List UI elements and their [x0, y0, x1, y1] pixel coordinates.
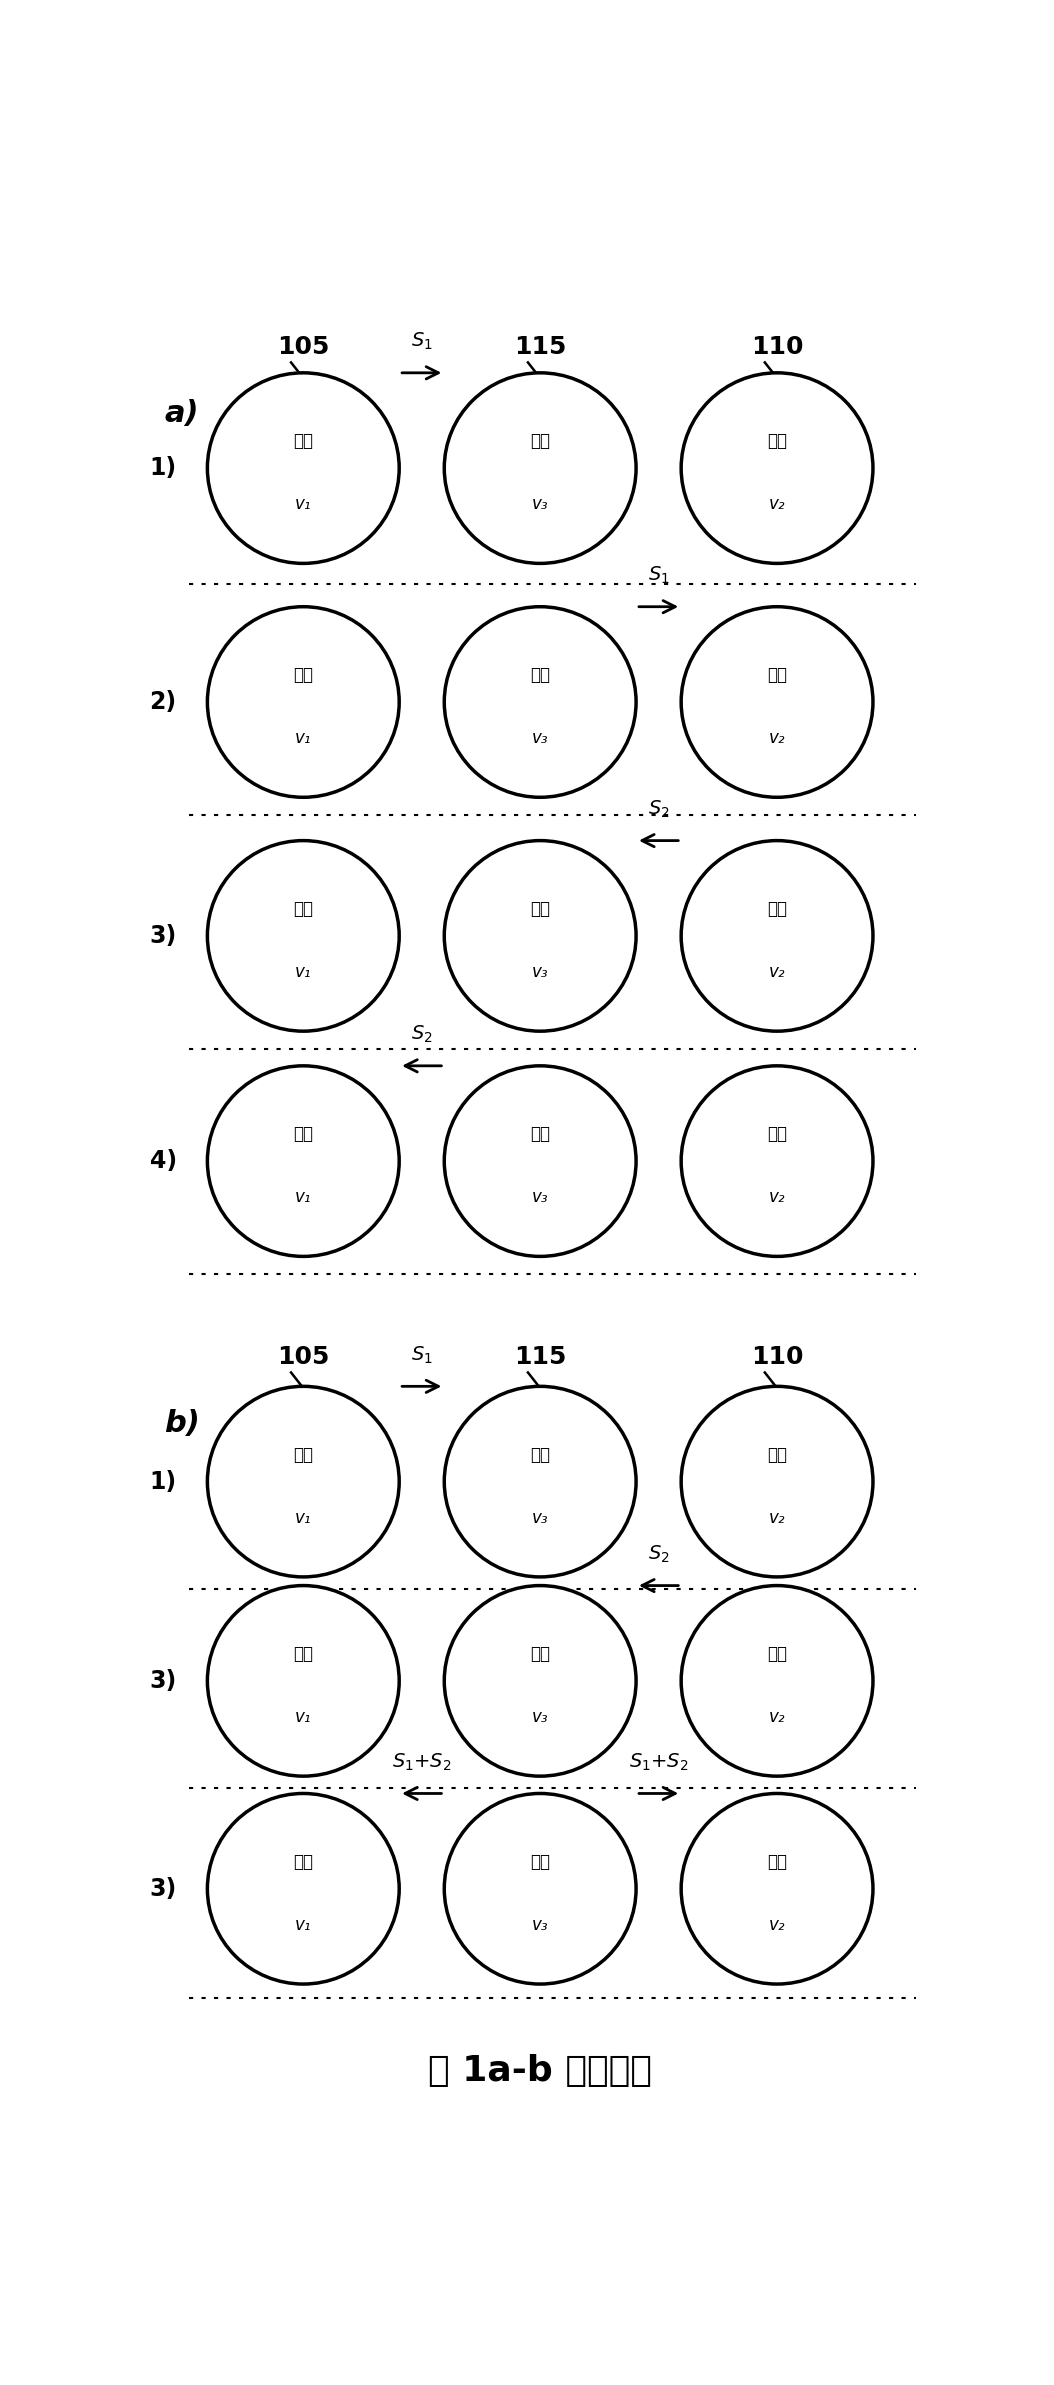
Text: 图 1a-b 先有技术: 图 1a-b 先有技术	[428, 2053, 652, 2087]
Text: $S_2$: $S_2$	[648, 799, 669, 820]
Text: v₁: v₁	[295, 1708, 312, 1727]
Text: v₁: v₁	[295, 730, 312, 747]
Ellipse shape	[445, 840, 636, 1030]
Text: 节点: 节点	[530, 1853, 550, 1872]
Text: 节点: 节点	[293, 432, 313, 451]
Text: v₂: v₂	[768, 1915, 785, 1934]
Text: v₂: v₂	[768, 1708, 785, 1727]
Text: a): a)	[164, 398, 199, 427]
Text: 3): 3)	[150, 923, 177, 947]
Text: b): b)	[164, 1410, 200, 1438]
Text: 节点: 节点	[293, 1445, 313, 1464]
Ellipse shape	[208, 606, 399, 797]
Text: 节点: 节点	[767, 432, 787, 451]
Text: 节点: 节点	[530, 1126, 550, 1142]
Text: 节点: 节点	[767, 1853, 787, 1872]
Text: $S_1$+$S_2$: $S_1$+$S_2$	[629, 1751, 688, 1772]
Text: 105: 105	[277, 1345, 330, 1369]
Text: 3): 3)	[150, 1877, 177, 1901]
Text: v₃: v₃	[532, 1188, 548, 1207]
Text: $S_1$: $S_1$	[648, 565, 669, 587]
Ellipse shape	[681, 840, 873, 1030]
Text: 节点: 节点	[530, 899, 550, 918]
Text: $S_1$+$S_2$: $S_1$+$S_2$	[392, 1751, 451, 1772]
Text: v₁: v₁	[295, 1915, 312, 1934]
Text: v₁: v₁	[295, 964, 312, 980]
Text: v₃: v₃	[532, 1708, 548, 1727]
Ellipse shape	[445, 1794, 636, 1984]
Text: 1): 1)	[150, 1469, 177, 1493]
Text: v₂: v₂	[768, 1510, 785, 1526]
Ellipse shape	[681, 606, 873, 797]
Text: 节点: 节点	[530, 1646, 550, 1662]
Text: 105: 105	[277, 334, 330, 360]
Ellipse shape	[445, 1386, 636, 1576]
Ellipse shape	[681, 372, 873, 563]
Text: 节点: 节点	[767, 1646, 787, 1662]
Ellipse shape	[681, 1794, 873, 1984]
Text: v₃: v₃	[532, 730, 548, 747]
Text: 3): 3)	[150, 1670, 177, 1693]
Text: v₁: v₁	[295, 1188, 312, 1207]
Text: v₁: v₁	[295, 496, 312, 513]
Text: 2): 2)	[150, 689, 177, 713]
Text: 4): 4)	[150, 1150, 177, 1173]
Text: 节点: 节点	[530, 432, 550, 451]
Text: 节点: 节点	[767, 1445, 787, 1464]
Text: v₂: v₂	[768, 496, 785, 513]
Text: v₁: v₁	[295, 1510, 312, 1526]
Text: 1): 1)	[150, 456, 177, 479]
Ellipse shape	[208, 1586, 399, 1777]
Ellipse shape	[681, 1386, 873, 1576]
Text: 节点: 节点	[293, 1126, 313, 1142]
Text: 节点: 节点	[530, 1445, 550, 1464]
Text: 110: 110	[750, 1345, 803, 1369]
Text: v₂: v₂	[768, 1188, 785, 1207]
Ellipse shape	[208, 1794, 399, 1984]
Text: 节点: 节点	[767, 899, 787, 918]
Text: 115: 115	[514, 334, 566, 360]
Text: $S_1$: $S_1$	[411, 332, 432, 353]
Text: 节点: 节点	[293, 1853, 313, 1872]
Ellipse shape	[445, 1066, 636, 1257]
Text: v₃: v₃	[532, 1510, 548, 1526]
Text: $S_2$: $S_2$	[411, 1023, 432, 1045]
Text: 节点: 节点	[293, 665, 313, 684]
Text: $S_2$: $S_2$	[648, 1543, 669, 1565]
Text: 110: 110	[750, 334, 803, 360]
Ellipse shape	[681, 1066, 873, 1257]
Ellipse shape	[208, 372, 399, 563]
Ellipse shape	[681, 1586, 873, 1777]
Text: v₂: v₂	[768, 964, 785, 980]
Text: 节点: 节点	[767, 665, 787, 684]
Text: v₃: v₃	[532, 496, 548, 513]
Text: v₃: v₃	[532, 964, 548, 980]
Text: 节点: 节点	[293, 899, 313, 918]
Ellipse shape	[445, 1586, 636, 1777]
Text: v₂: v₂	[768, 730, 785, 747]
Ellipse shape	[208, 1066, 399, 1257]
Text: $S_1$: $S_1$	[411, 1345, 432, 1367]
Text: 节点: 节点	[767, 1126, 787, 1142]
Text: 115: 115	[514, 1345, 566, 1369]
Ellipse shape	[208, 1386, 399, 1576]
Ellipse shape	[208, 840, 399, 1030]
Text: v₃: v₃	[532, 1915, 548, 1934]
Text: 节点: 节点	[530, 665, 550, 684]
Ellipse shape	[445, 606, 636, 797]
Ellipse shape	[445, 372, 636, 563]
Text: 节点: 节点	[293, 1646, 313, 1662]
